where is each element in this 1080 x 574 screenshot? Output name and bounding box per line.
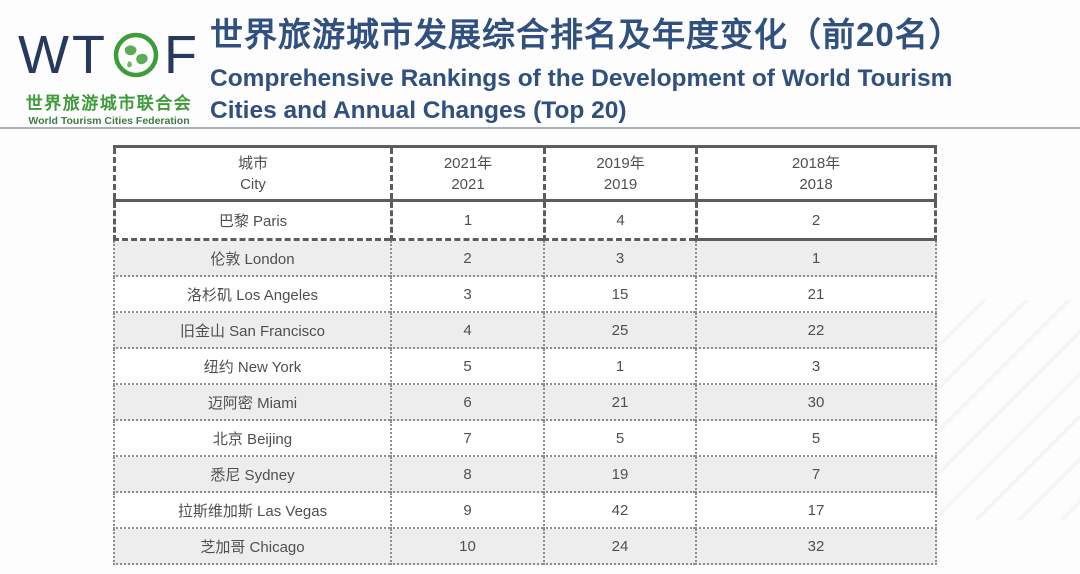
rank-2019-cell: 24 <box>543 529 695 565</box>
column-header-cn: 2019年 <box>596 154 645 172</box>
table-row: 纽约 New York 5 1 3 <box>113 349 937 385</box>
rank-2021-cell: 2 <box>390 241 543 277</box>
rank-2021-cell: 9 <box>390 493 543 529</box>
table-row: 拉斯维加斯 Las Vegas 9 42 17 <box>113 493 937 529</box>
wtcf-logo: WT F 世界旅游城市联合会 World Tourism Cities Fede… <box>12 24 206 127</box>
column-header-en: 2021 <box>451 175 485 193</box>
rank-2019-cell: 25 <box>543 313 695 349</box>
city-cell: 悉尼 Sydney <box>113 457 390 493</box>
rank-2018-cell: 30 <box>695 385 937 421</box>
column-header: 2019年 2019 <box>543 148 695 199</box>
rank-2021-cell: 3 <box>390 277 543 313</box>
rank-2018-cell: 32 <box>695 529 937 565</box>
rank-2019-cell: 1 <box>543 349 695 385</box>
wtcf-name-en: World Tourism Cities Federation <box>28 115 190 127</box>
rank-2019-cell: 4 <box>543 202 695 241</box>
page-title-en-line2: Cities and Annual Changes (Top 20) <box>210 96 627 124</box>
rank-2019-cell: 5 <box>543 421 695 457</box>
rank-2019-cell: 19 <box>543 457 695 493</box>
wtcf-acronym: WT F <box>12 24 206 86</box>
page-title-en-line1: Comprehensive Rankings of the Developmen… <box>210 65 953 92</box>
title-block: 世界旅游城市发展综合排名及年度变化（前20名） Comprehensive Ra… <box>210 8 963 127</box>
rank-2021-cell: 1 <box>390 202 543 241</box>
rank-2019-cell: 3 <box>543 241 695 277</box>
city-cell: 拉斯维加斯 Las Vegas <box>113 493 390 529</box>
rank-2018-cell: 1 <box>695 241 937 277</box>
rank-2018-cell: 3 <box>695 349 937 385</box>
column-header-en: 2018 <box>799 175 833 193</box>
table-row: 伦敦 London 2 3 1 <box>113 241 937 277</box>
city-cell: 北京 Beijing <box>113 421 390 457</box>
table-row: 悉尼 Sydney 8 19 7 <box>113 457 937 493</box>
wtcf-name-cn: 世界旅游城市联合会 <box>25 94 193 113</box>
column-header-en: City <box>240 175 266 193</box>
rank-2018-cell: 17 <box>695 493 937 529</box>
column-header-cn: 2021年 <box>443 154 493 172</box>
city-cell: 巴黎 Paris <box>113 202 390 241</box>
table-row: 巴黎 Paris 1 4 2 <box>113 202 937 241</box>
city-cell: 迈阿密 Miami <box>113 385 390 421</box>
table-row: 旧金山 San Francisco 4 25 22 <box>113 313 937 349</box>
rank-2021-cell: 7 <box>390 421 543 457</box>
column-header-cn: 2018年 <box>791 154 841 172</box>
column-header: 2018年 2018 <box>695 148 937 199</box>
globe-icon <box>113 32 159 78</box>
column-header: 2021年 2021 <box>390 148 543 199</box>
rank-2019-cell: 42 <box>543 493 695 529</box>
column-header: 城市 City <box>113 148 390 199</box>
city-cell: 洛杉矶 Los Angeles <box>113 277 390 313</box>
rank-2021-cell: 5 <box>390 349 543 385</box>
rank-2018-cell: 2 <box>695 202 937 241</box>
rank-2021-cell: 6 <box>390 385 543 421</box>
wtcf-letters-right: F <box>163 25 200 85</box>
rank-2019-cell: 15 <box>543 277 695 313</box>
city-cell: 伦敦 London <box>113 241 390 277</box>
rank-2019-cell: 21 <box>543 385 695 421</box>
column-header-en: 2019 <box>603 175 638 193</box>
table-row: 芝加哥 Chicago 10 24 32 <box>113 529 937 565</box>
rank-2021-cell: 8 <box>390 457 543 493</box>
city-cell: 芝加哥 Chicago <box>113 529 390 565</box>
city-cell: 纽约 New York <box>113 349 390 385</box>
rank-2018-cell: 21 <box>695 277 937 313</box>
rank-2018-cell: 22 <box>695 313 937 349</box>
page-title-cn: 世界旅游城市发展综合排名及年度变化（前20名） <box>210 16 963 53</box>
table-row: 洛杉矶 Los Angeles 3 15 21 <box>113 277 937 313</box>
city-cell: 旧金山 San Francisco <box>113 313 390 349</box>
rank-2018-cell: 5 <box>695 421 937 457</box>
page-title-en: Comprehensive Rankings of the Developmen… <box>210 63 963 127</box>
table-row: 北京 Beijing 7 5 5 <box>113 421 937 457</box>
wtcf-letters-left: WT <box>18 25 108 85</box>
rank-2018-cell: 7 <box>695 457 937 493</box>
title-divider <box>0 127 1080 129</box>
column-header-cn: 城市 <box>237 154 268 172</box>
table-header-row: 城市 City 2021年 2021 2019年 2019 2018年 2018 <box>113 145 937 202</box>
table-row: 迈阿密 Miami 6 21 30 <box>113 385 937 421</box>
table-body: 巴黎 Paris 1 4 2 伦敦 London 2 3 1 洛杉矶 Los Angeles 3 1… <box>113 202 937 565</box>
ranking-table: 城市 City 2021年 2021 2019年 2019 2018年 2018 巴黎 Par… <box>113 145 937 565</box>
rank-2021-cell: 10 <box>390 529 543 565</box>
rank-2021-cell: 4 <box>390 313 543 349</box>
